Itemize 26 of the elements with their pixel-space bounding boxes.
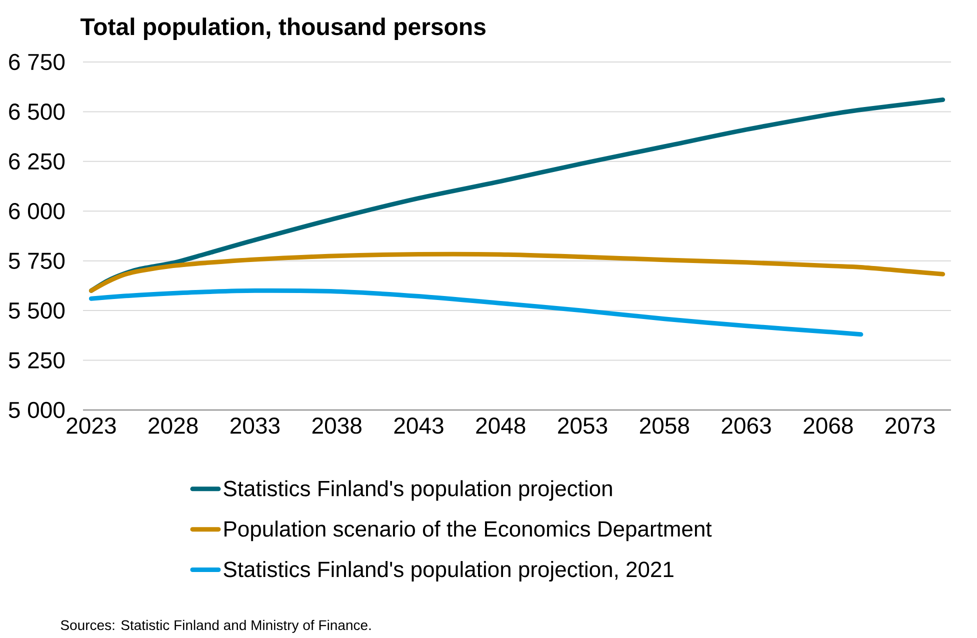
line-series bbox=[88, 252, 946, 293]
x-tick-label: 2068 bbox=[804, 418, 853, 434]
x-tick-label: 2048 bbox=[476, 418, 526, 434]
y-tick-label: 5 000 bbox=[8, 402, 65, 418]
legend-label: Statistics Finland's population projection bbox=[224, 480, 612, 501]
y-tick-label: 5 250 bbox=[8, 352, 65, 368]
y-tick-label: 6 250 bbox=[9, 153, 65, 170]
x-tick-label: 2063 bbox=[722, 418, 771, 434]
y-tick-label: 5 750 bbox=[8, 252, 65, 269]
legend-label: Population scenario of the Economics Department bbox=[224, 520, 712, 542]
x-tick-label: 2058 bbox=[640, 418, 689, 434]
y-tick-label: 6 500 bbox=[9, 104, 65, 120]
source-note: Sources: Statistic Finland and Ministry of Finance. bbox=[60, 620, 371, 633]
x-tick-label: 2033 bbox=[230, 418, 280, 434]
x-tick-label: 2053 bbox=[558, 418, 608, 434]
y-tick-label: 6 000 bbox=[9, 202, 65, 220]
x-tick-label: 2038 bbox=[312, 418, 362, 434]
x-tick-label: 2023 bbox=[66, 418, 116, 434]
legend-label: Statistics Finland's population projection, 2021 bbox=[224, 561, 674, 582]
chart-title: Total population, thousand persons bbox=[80, 18, 486, 40]
y-tick-label: 6 750 bbox=[9, 54, 65, 70]
line-series bbox=[88, 288, 864, 337]
x-tick-label: 2028 bbox=[148, 418, 198, 434]
x-tick-label: 2073 bbox=[886, 418, 935, 434]
x-tick-label: 2043 bbox=[394, 418, 444, 434]
y-tick-label: 5 500 bbox=[8, 302, 65, 319]
